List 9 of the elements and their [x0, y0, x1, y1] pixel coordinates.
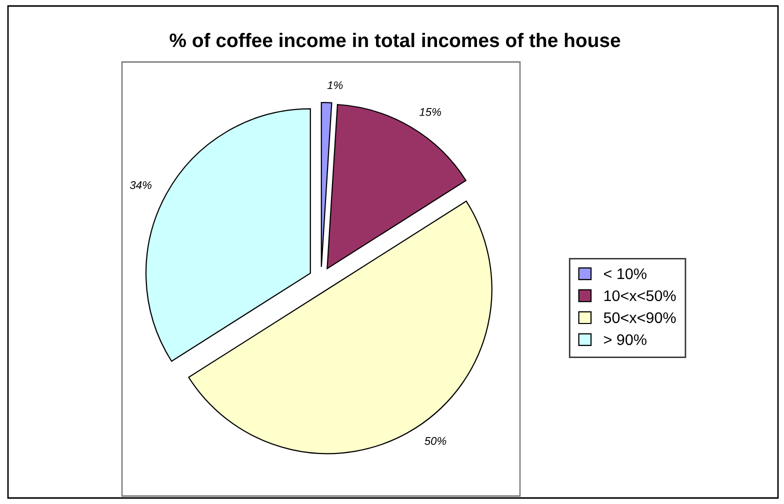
data-label: 34%	[130, 181, 152, 190]
data-label: 15%	[420, 108, 441, 116]
chart-title: % of coffee income in total incomes of the house	[170, 32, 620, 48]
legend-label: 50<x<90%	[604, 312, 676, 324]
legend-label: 10<x<50%	[604, 290, 676, 302]
legend-label: > 90%	[604, 334, 646, 346]
legend-label: < 10%	[604, 268, 646, 280]
data-label: 50%	[424, 437, 446, 445]
data-label: 1%	[327, 81, 343, 90]
